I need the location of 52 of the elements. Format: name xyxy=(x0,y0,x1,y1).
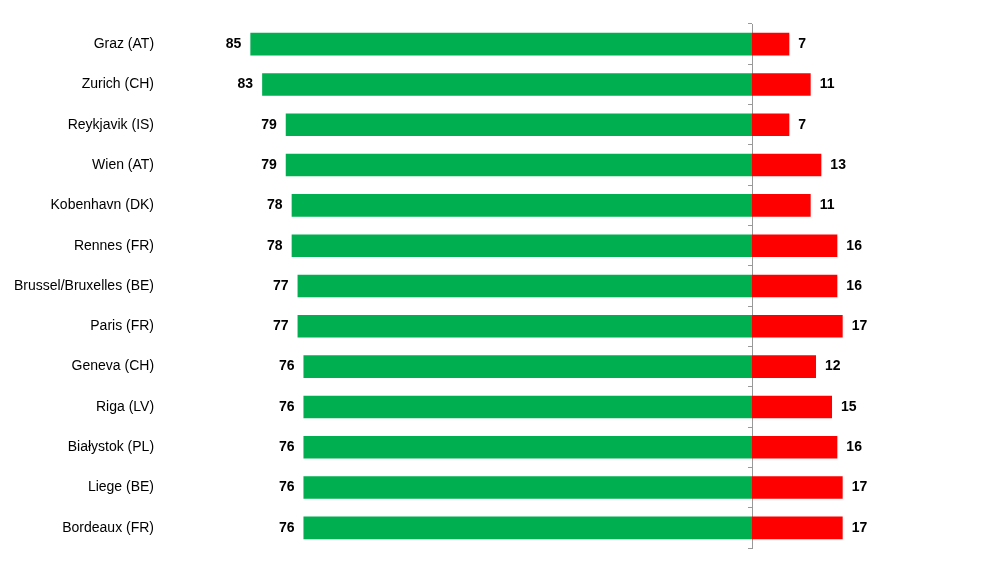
bar xyxy=(752,476,843,499)
data-label: 76 xyxy=(278,357,295,374)
bar xyxy=(752,194,811,217)
y-tick-label: Białystok (PL) xyxy=(67,438,155,455)
data-label: 78 xyxy=(267,236,283,253)
y-tick-label: Brussel/Bruxelles (BE) xyxy=(13,276,155,293)
data-label: 7 xyxy=(798,115,807,132)
y-tick-label: Rennes (FR) xyxy=(73,236,155,253)
bar xyxy=(752,395,833,419)
bar xyxy=(752,113,790,137)
bar xyxy=(752,435,838,459)
data-label: 16 xyxy=(846,236,863,253)
data-label: 16 xyxy=(846,276,863,293)
data-label: 11 xyxy=(819,196,835,213)
data-label: 17 xyxy=(851,317,868,334)
data-label: 15 xyxy=(841,397,857,414)
bar xyxy=(752,73,811,96)
data-label: 77 xyxy=(272,276,289,293)
data-label: 7 xyxy=(798,35,807,52)
data-label: 76 xyxy=(278,478,295,495)
data-label: 78 xyxy=(267,196,283,213)
y-tick-label: Liege (BE) xyxy=(87,478,155,495)
data-label: 16 xyxy=(846,438,863,455)
data-label: 77 xyxy=(272,317,289,334)
data-label: 17 xyxy=(851,478,868,495)
bar xyxy=(752,355,817,378)
y-tick-label: Paris (FR) xyxy=(90,317,155,334)
data-label: 79 xyxy=(261,115,277,132)
bar xyxy=(752,516,843,540)
y-tick-label: Graz (AT) xyxy=(93,35,155,52)
y-tick-label: Geneva (CH) xyxy=(71,357,155,374)
data-label: 76 xyxy=(278,438,295,455)
data-label: 79 xyxy=(261,155,277,172)
data-label: 17 xyxy=(851,518,868,535)
y-tick-label: Riga (LV) xyxy=(95,397,155,414)
bar xyxy=(752,153,822,177)
data-label: 12 xyxy=(825,357,841,374)
y-tick-label: Kobenhavn (DK) xyxy=(50,196,155,213)
bar xyxy=(752,315,843,338)
data-label: 85 xyxy=(225,35,242,52)
data-label: 83 xyxy=(237,75,254,92)
y-tick-label: Bordeaux (FR) xyxy=(62,518,155,535)
data-label: 11 xyxy=(819,75,835,92)
y-tick-label: Zurich (CH) xyxy=(81,75,155,92)
bar xyxy=(752,274,838,298)
y-tick-label: Reykjavik (IS) xyxy=(67,115,155,132)
y-tick-label: Wien (AT) xyxy=(92,155,155,172)
data-label: 13 xyxy=(830,155,847,172)
bar xyxy=(752,32,790,56)
data-label: 76 xyxy=(278,397,295,414)
bar xyxy=(752,234,838,257)
data-label: 76 xyxy=(278,518,295,535)
